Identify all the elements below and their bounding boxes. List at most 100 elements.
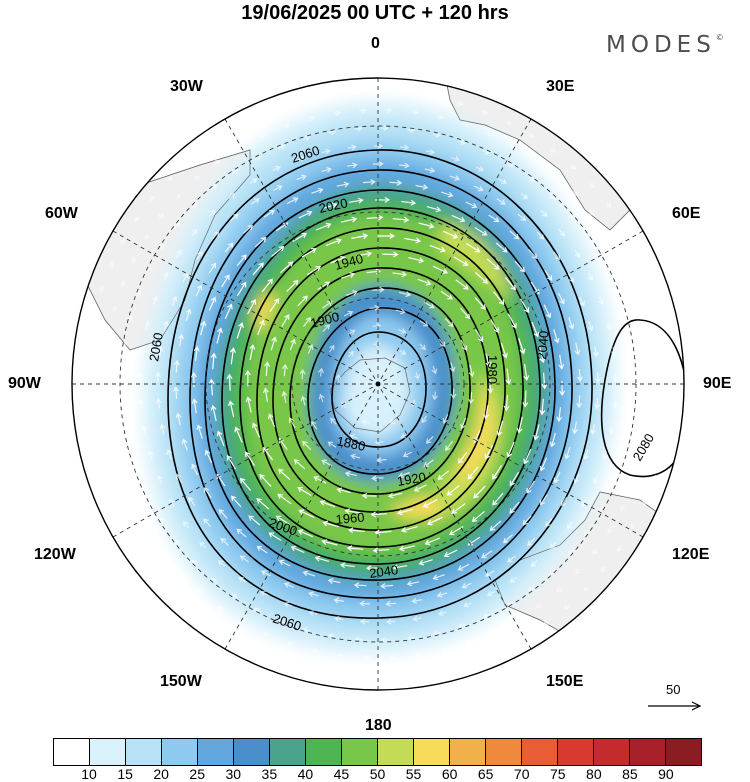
wind-arrow [193,175,200,182]
wind-arrow [348,350,355,358]
colorbar-segment [594,739,630,765]
wind-arrow [380,583,394,590]
wind-arrow [323,202,338,209]
wind-arrow [500,342,508,359]
wind-arrow [89,441,96,449]
wind-arrow [297,487,312,497]
wind-arrow [612,373,619,383]
wind-arrow [385,107,393,114]
wind-arrow [625,432,632,441]
wind-arrow [283,582,295,588]
wind-arrow [619,458,625,466]
wind-arrow [380,636,389,643]
lon-label-60e: 60E [672,205,701,222]
wind-arrow [297,295,308,307]
wind-arrow [203,487,212,499]
wind-arrow [520,193,529,200]
contour-1940 [272,267,489,513]
wind-arrow [564,447,571,460]
wind-arrow [106,433,113,442]
wind-arrow [281,390,288,404]
wind-arrow [281,363,288,377]
wind-arrow [597,254,604,262]
wind-arrow [437,470,450,481]
wind-arrow [558,354,565,370]
wind-arrow [422,499,438,508]
wind-arrow [179,598,186,604]
wind-arrow [275,515,291,526]
wind-arrow [553,251,561,261]
contour-label: 1880 [335,433,366,454]
wind-arrow [579,296,586,307]
colorbar-tick-label: 45 [333,766,350,782]
wind-arrow [336,181,350,188]
contour-label: 2040 [368,562,399,581]
wind-arrow [397,508,413,516]
wind-arrow [299,368,306,380]
wind-arrow [528,585,536,592]
wind-arrow [196,424,203,439]
wind-arrow [298,509,315,518]
wind-arrow [321,459,333,467]
wind-arrow [361,492,377,499]
wind-arrow [286,641,294,647]
wind-arrow [398,471,411,478]
wind-arrow [146,530,152,538]
wind-arrow [473,485,486,499]
wind-arrow [174,539,181,547]
wind-arrow [637,301,643,309]
wind-arrow [612,399,619,409]
wind-arrow [659,449,665,457]
wind-arrow [545,518,553,528]
wind-arrow [288,417,296,429]
wind-arrow [481,108,489,115]
wind-vectors [83,88,673,680]
wind-arrow [444,317,454,328]
shade-inner-15 [343,345,410,437]
wind-arrow [318,367,325,377]
wind-arrow [251,116,259,123]
wind-arrow [431,391,438,401]
wind-arrow [397,328,407,334]
wind-arrow [226,373,233,391]
colorbar-segment [306,739,342,765]
wind-arrow [385,600,397,607]
wind-arrow [587,272,594,282]
wind-arrow [322,324,331,333]
wind-arrow [473,655,481,662]
colorbar-tick-label: 85 [622,766,638,782]
colorbar-tick-label: 30 [225,766,242,782]
wind-arrow [460,417,467,430]
wind-arrow [193,345,200,361]
colorbar-tick-label: 25 [189,766,206,782]
wind-arrow [330,417,337,425]
wind-arrow [456,100,464,107]
wind-arrow [618,302,625,311]
wind-arrow [424,167,436,174]
wind-arrow [387,492,403,499]
wind-arrow [228,192,236,200]
wind-arrow [96,466,103,474]
wind-arrow [302,316,312,328]
brand-logo: MODES© [606,32,724,58]
wind-arrow [583,232,590,240]
wind-arrow [414,372,421,380]
wind-arrow [335,373,342,383]
wind-arrow [336,487,351,494]
wind-arrow [361,419,370,426]
wind-arrow [528,249,538,260]
wind-arrow [514,260,526,273]
wind-arrow [203,518,211,527]
wind-arrow [108,261,114,269]
wind-arrow [163,320,169,332]
wind-arrow [195,284,203,297]
wind-arrow [372,547,390,554]
wind-arrow [359,600,371,607]
wind-arrow [229,347,236,365]
wind-arrow [502,534,513,544]
wind-arrow [271,245,285,258]
wind-arrow [327,441,337,448]
wind-arrow [400,433,409,439]
wind-arrow [302,135,311,142]
wind-arrow [382,251,399,258]
